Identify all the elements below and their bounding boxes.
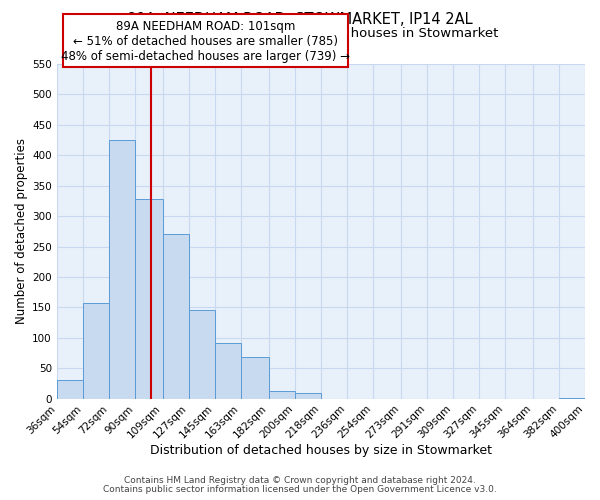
Bar [241, 357, 269, 399]
Text: 89A NEEDHAM ROAD: 101sqm: 89A NEEDHAM ROAD: 101sqm [116, 20, 295, 33]
Text: Contains public sector information licensed under the Open Government Licence v3: Contains public sector information licen… [103, 485, 497, 494]
Text: Size of property relative to detached houses in Stowmarket: Size of property relative to detached ho… [101, 28, 499, 40]
Bar [163, 234, 189, 398]
Text: ← 51% of detached houses are smaller (785): ← 51% of detached houses are smaller (78… [73, 35, 338, 48]
Bar [83, 303, 109, 398]
Text: 89A, NEEDHAM ROAD, STOWMARKET, IP14 2AL: 89A, NEEDHAM ROAD, STOWMARKET, IP14 2AL [127, 12, 473, 28]
Bar [109, 140, 135, 398]
Bar [215, 342, 241, 398]
X-axis label: Distribution of detached houses by size in Stowmarket: Distribution of detached houses by size … [150, 444, 492, 458]
Bar [189, 310, 215, 398]
Bar [135, 199, 163, 398]
Bar [269, 390, 295, 398]
Bar [57, 380, 83, 398]
Text: 48% of semi-detached houses are larger (739) →: 48% of semi-detached houses are larger (… [61, 50, 350, 63]
Bar [295, 392, 321, 398]
Text: Contains HM Land Registry data © Crown copyright and database right 2024.: Contains HM Land Registry data © Crown c… [124, 476, 476, 485]
Y-axis label: Number of detached properties: Number of detached properties [15, 138, 28, 324]
